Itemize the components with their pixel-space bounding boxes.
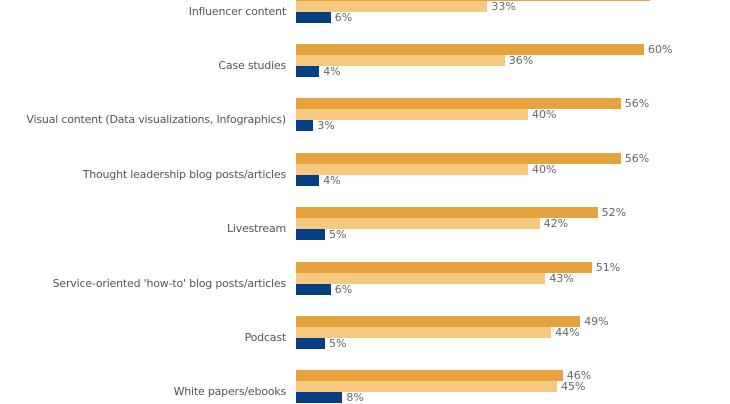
data-label: 4% — [323, 173, 341, 187]
data-label: 46% — [566, 369, 592, 383]
bar-series-1 — [296, 152, 621, 164]
data-label: 3% — [317, 119, 335, 133]
category-label: Influencer content — [188, 4, 286, 18]
category-label: Service-oriented 'how-to' blog posts/art… — [52, 276, 287, 290]
bar-series-2 — [296, 109, 528, 121]
bar-series-1 — [296, 0, 650, 1]
bar-series-1 — [296, 261, 592, 273]
data-label: 43% — [549, 271, 574, 285]
data-label: 52% — [601, 206, 627, 220]
bar-series-3 — [296, 120, 314, 132]
category-label: Case studies — [218, 58, 286, 72]
data-label: 36% — [508, 53, 534, 67]
bar-series-2 — [296, 326, 552, 338]
data-label: 33% — [491, 0, 516, 13]
data-label: 6% — [334, 10, 353, 24]
bar-series-2 — [296, 272, 546, 284]
category-label: Thought leadership blog posts/articles — [82, 167, 287, 181]
bar-series-3 — [296, 229, 325, 241]
category-label: White papers/ebooks — [173, 385, 287, 399]
data-label: 44% — [555, 325, 580, 339]
bar-series-2 — [296, 0, 488, 12]
bar-series-3 — [296, 337, 325, 349]
bar-series-2 — [296, 218, 540, 230]
data-label: 5% — [329, 228, 347, 242]
category-label: Visual content (Data visualizations, Inf… — [26, 113, 286, 127]
data-label: 60% — [648, 42, 673, 56]
bar-series-1 — [296, 43, 644, 55]
category-label: Livestream — [226, 222, 286, 236]
bar-series-1 — [296, 370, 563, 382]
data-label: 4% — [323, 64, 341, 78]
data-label: 8% — [346, 391, 364, 404]
data-label: 61% — [654, 0, 678, 2]
data-label: 40% — [532, 108, 557, 122]
data-label: 5% — [329, 336, 347, 350]
bar-series-3 — [296, 174, 320, 186]
bar-series-3 — [296, 392, 343, 404]
bar-series-2 — [296, 54, 505, 66]
data-label: 56% — [624, 151, 650, 165]
data-label: 51% — [595, 260, 621, 274]
bar-series-2 — [296, 381, 557, 393]
bar-series-2 — [296, 163, 528, 175]
bar-series-1 — [296, 207, 598, 219]
bar-series-1 — [296, 315, 581, 327]
data-label: 42% — [543, 217, 569, 231]
category-label: Podcast — [244, 330, 287, 344]
bar-series-3 — [296, 11, 331, 23]
bar-series-3 — [296, 283, 331, 295]
data-label: 49% — [584, 314, 609, 328]
data-label: 56% — [624, 97, 650, 111]
bar-series-3 — [296, 65, 320, 77]
bar-series-1 — [296, 98, 621, 110]
data-label: 6% — [334, 282, 353, 296]
data-label: 40% — [532, 162, 557, 176]
data-label: 45% — [561, 380, 586, 394]
